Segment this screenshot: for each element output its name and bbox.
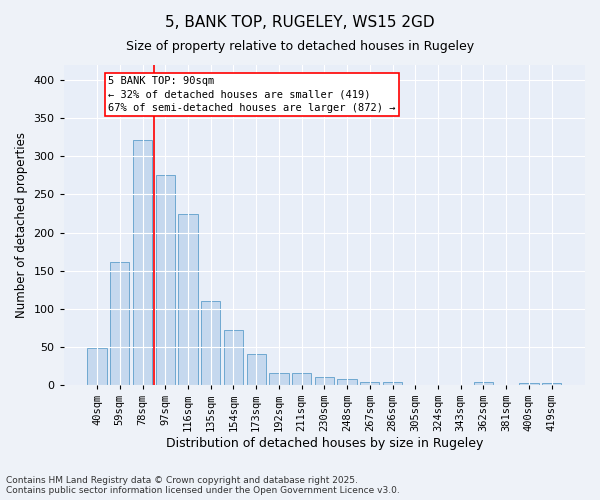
Bar — [474, 382, 493, 385]
Y-axis label: Number of detached properties: Number of detached properties — [15, 132, 28, 318]
Text: Size of property relative to detached houses in Rugeley: Size of property relative to detached ho… — [126, 40, 474, 53]
Bar — [314, 378, 334, 385]
Bar — [110, 262, 130, 385]
Bar — [88, 348, 107, 385]
Bar — [201, 301, 220, 385]
Bar — [269, 372, 289, 385]
Bar — [292, 374, 311, 385]
Bar — [155, 176, 175, 385]
X-axis label: Distribution of detached houses by size in Rugeley: Distribution of detached houses by size … — [166, 437, 483, 450]
Bar — [383, 382, 402, 385]
Bar — [247, 354, 266, 385]
Text: Contains HM Land Registry data © Crown copyright and database right 2025.
Contai: Contains HM Land Registry data © Crown c… — [6, 476, 400, 495]
Bar — [133, 140, 152, 385]
Bar — [224, 330, 243, 385]
Bar — [178, 214, 197, 385]
Text: 5 BANK TOP: 90sqm
← 32% of detached houses are smaller (419)
67% of semi-detache: 5 BANK TOP: 90sqm ← 32% of detached hous… — [109, 76, 396, 113]
Bar — [360, 382, 379, 385]
Bar — [519, 382, 539, 385]
Bar — [542, 384, 562, 385]
Text: 5, BANK TOP, RUGELEY, WS15 2GD: 5, BANK TOP, RUGELEY, WS15 2GD — [165, 15, 435, 30]
Bar — [337, 379, 357, 385]
